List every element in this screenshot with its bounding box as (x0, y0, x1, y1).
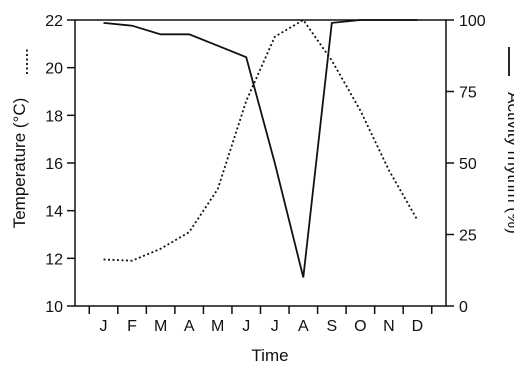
x-tick-label: D (412, 318, 424, 335)
series-group (103, 18, 419, 278)
x-tick-label: O (354, 318, 366, 335)
left-axis-title: Temperature (°C) (10, 98, 29, 229)
right-tick-label: 0 (459, 299, 468, 316)
right-axis-ticks: 0 25 50 75 100 (446, 13, 486, 316)
left-tick-label: 14 (45, 204, 63, 221)
x-tick-label: A (298, 318, 309, 335)
x-tick-label: S (327, 318, 338, 335)
left-tick-label: 20 (45, 61, 63, 78)
activity-line (103, 19, 418, 278)
right-axis-title: Activity rhythm (%) (504, 92, 514, 234)
right-tick-label: 50 (459, 156, 477, 173)
left-tick-label: 10 (45, 299, 63, 316)
right-tick-label: 25 (459, 228, 477, 245)
x-tick-label: M (211, 318, 224, 335)
left-tick-label: 12 (45, 251, 63, 268)
left-axis-ticks: 10 12 14 16 18 20 22 (45, 13, 75, 316)
x-tick-label: A (184, 318, 195, 335)
plot-frame (74, 19, 447, 307)
axes (74, 19, 447, 307)
temperature-line (103, 18, 419, 262)
left-tick-label: 16 (45, 156, 63, 173)
x-tick-label: J (271, 318, 279, 335)
x-tick-label: J (100, 318, 108, 335)
right-tick-label: 100 (459, 13, 486, 30)
right-tick-label: 75 (459, 85, 477, 102)
x-axis-title: Time (251, 346, 288, 365)
x-tick-label: J (242, 318, 250, 335)
left-tick-label: 22 (45, 13, 63, 30)
x-tick-label: M (154, 318, 167, 335)
x-tick-label: N (383, 318, 395, 335)
x-tick-label: F (127, 318, 137, 335)
left-tick-label: 18 (45, 108, 63, 125)
